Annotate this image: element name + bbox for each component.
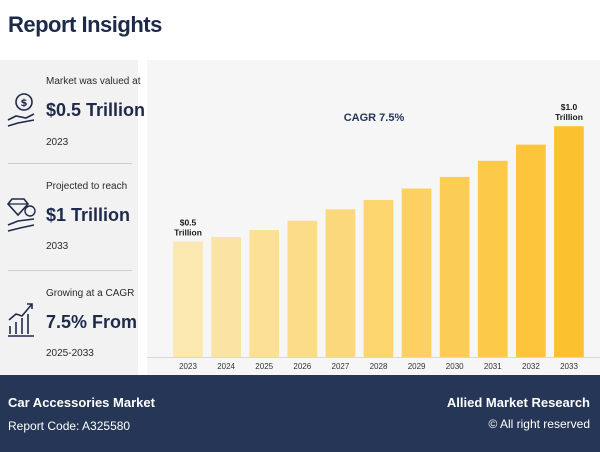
divider [8,270,132,271]
stat-label: Market was valued at [46,76,141,87]
x-tick-label: 2027 [332,362,350,371]
bar-2027 [325,209,356,357]
bar-2028 [363,200,394,357]
bar-2029 [401,188,432,357]
bar-2026 [287,220,318,357]
stat-value: 7.5% From [46,312,138,332]
market-name: Car Accessories Market [8,395,155,410]
footer: Car Accessories Market Report Code: A325… [0,375,600,452]
x-tick-label: 2024 [217,362,235,371]
bar-2023 [173,241,203,357]
stat-label: Projected to reach [46,181,128,192]
diamond-hand-icon [6,198,36,232]
bar-chart: 2023 2024 2025 2026 2027 2028 2029 2030 2031 2032… [147,102,600,371]
cagr-annotation: CAGR 7.5% [344,112,405,124]
data-label: Trillion [555,112,583,122]
data-label: $0.5 [180,218,197,228]
x-tick-label: 2033 [560,362,578,371]
page-title: Report Insights [8,12,162,37]
x-tick-label: 2029 [408,362,426,371]
x-tick-label: 2028 [370,362,388,371]
insights-panel: $ Market was valued at $0.5 Trillion 202… [0,60,145,375]
x-tick-label: 2030 [446,362,464,371]
chart-area: 2023 2024 2025 2026 2027 2028 2029 2030 2031 2032… [147,60,600,375]
x-tick-label: 2025 [255,362,273,371]
stat-value: $1 Trillion [46,205,131,225]
copyright-notice: © All right reserved [488,417,590,431]
bar-2024 [211,237,241,357]
svg-text:$: $ [21,98,28,109]
stat-year: 2033 [46,241,69,252]
divider [8,163,132,164]
data-label: Trillion [174,228,202,238]
stat-value: $0.5 Trillion [46,100,146,120]
report-code: Report Code: A325580 [8,419,131,433]
stat-year: 2023 [46,137,69,148]
data-label: $1.0 [561,102,578,112]
bar-2030 [439,176,470,357]
x-tick-label: 2026 [293,362,311,371]
bar-2032 [516,144,546,357]
growth-chart-icon [8,303,34,337]
stat-label: Growing at a CAGR [46,288,135,299]
bar-2031 [477,160,508,357]
bar-2033 [554,126,584,357]
brand-name: Allied Market Research [446,395,590,410]
stat-year: 2025-2033 [46,348,94,359]
x-tick-label: 2032 [522,362,540,371]
bar-2025 [249,230,280,357]
x-tick-label: 2031 [484,362,502,371]
x-tick-label: 2023 [179,362,197,371]
money-hand-icon: $ [7,93,35,127]
